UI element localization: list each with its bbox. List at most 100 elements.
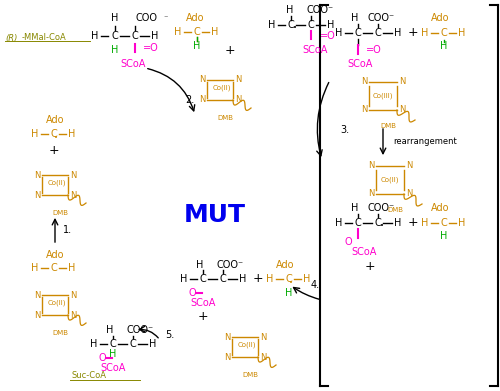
Text: •: • (289, 280, 293, 286)
Text: =O: =O (320, 31, 336, 41)
Text: N: N (34, 190, 40, 199)
Text: •: • (54, 135, 58, 141)
Text: DMB: DMB (387, 207, 403, 213)
Text: H: H (336, 218, 342, 228)
Text: COO⁻: COO⁻ (368, 13, 394, 23)
Text: N: N (399, 77, 405, 86)
Text: Co(III): Co(III) (373, 93, 393, 99)
Text: Ado: Ado (431, 13, 449, 23)
Text: H: H (194, 41, 200, 51)
Text: N: N (34, 291, 40, 300)
Text: (R): (R) (5, 34, 18, 43)
Text: H: H (286, 5, 294, 15)
Text: H: H (90, 339, 98, 349)
Text: Co(II): Co(II) (48, 180, 66, 186)
Text: Co(II): Co(II) (381, 177, 399, 183)
Text: 5.: 5. (166, 330, 174, 340)
Text: ⁻: ⁻ (164, 14, 168, 23)
Text: Co(II): Co(II) (238, 342, 256, 348)
Text: C: C (354, 218, 362, 228)
Text: H: H (32, 129, 38, 139)
Text: Ado: Ado (431, 203, 449, 213)
Text: H: H (440, 231, 448, 241)
Text: H: H (394, 28, 402, 38)
Text: COO: COO (136, 13, 158, 23)
Text: O: O (98, 353, 106, 363)
Text: N: N (70, 291, 76, 300)
Text: +: + (224, 43, 235, 57)
Text: C: C (50, 129, 58, 139)
Text: N: N (199, 75, 205, 84)
Text: H: H (180, 274, 188, 284)
Text: C: C (288, 20, 294, 30)
Text: H: H (152, 31, 158, 41)
Text: N: N (361, 77, 367, 86)
Text: H: H (266, 274, 274, 284)
Text: C: C (50, 263, 58, 273)
Text: H: H (212, 27, 218, 37)
Text: C: C (374, 28, 382, 38)
Text: 3.: 3. (340, 125, 349, 135)
Text: Co(II): Co(II) (213, 85, 231, 91)
Text: +: + (198, 310, 208, 323)
Text: DMB: DMB (242, 372, 258, 378)
Text: H: H (268, 20, 276, 30)
Text: Suc-CoA: Suc-CoA (72, 371, 107, 380)
Text: H: H (328, 20, 334, 30)
Text: H: H (394, 218, 402, 228)
Text: C: C (308, 20, 314, 30)
Text: •: • (293, 25, 297, 31)
Text: N: N (406, 190, 412, 199)
Text: H: H (174, 27, 182, 37)
Text: N: N (399, 106, 405, 115)
Text: H: H (106, 325, 114, 335)
Text: Ado: Ado (46, 115, 64, 125)
Text: H: H (422, 218, 428, 228)
Text: =O: =O (143, 43, 159, 53)
Text: +: + (408, 217, 418, 230)
Text: H: H (68, 263, 75, 273)
Text: N: N (224, 353, 230, 362)
Text: +: + (252, 273, 264, 285)
Text: SCoA: SCoA (302, 45, 328, 55)
Text: C: C (112, 31, 118, 41)
Text: H: H (458, 218, 466, 228)
Text: COO⁻: COO⁻ (216, 260, 244, 270)
Text: N: N (34, 170, 40, 179)
Text: Ado: Ado (186, 13, 204, 23)
Text: H: H (352, 203, 358, 213)
Text: +: + (48, 143, 60, 156)
Text: O: O (188, 288, 196, 298)
Text: C: C (440, 218, 448, 228)
Text: C: C (130, 339, 136, 349)
Text: N: N (361, 106, 367, 115)
Text: H: H (286, 288, 292, 298)
Text: N: N (368, 190, 374, 199)
Text: H: H (336, 28, 342, 38)
Text: SCoA: SCoA (100, 363, 126, 373)
Text: DMB: DMB (52, 330, 68, 336)
Text: C: C (374, 218, 382, 228)
Text: C: C (110, 339, 116, 349)
Text: N: N (368, 161, 374, 170)
Text: H: H (150, 339, 156, 349)
Text: Ado: Ado (276, 260, 294, 270)
Text: H: H (112, 45, 118, 55)
Text: DMB: DMB (217, 115, 233, 121)
Text: C: C (132, 31, 138, 41)
Text: N: N (235, 75, 241, 84)
Text: SCoA: SCoA (120, 59, 146, 69)
Text: SCoA: SCoA (352, 247, 376, 257)
Text: H: H (440, 41, 448, 51)
Text: Co(II): Co(II) (48, 300, 66, 306)
Text: N: N (260, 353, 266, 362)
Text: rearrangement: rearrangement (393, 138, 457, 147)
Text: C: C (194, 27, 200, 37)
Text: H: H (110, 349, 116, 359)
Text: N: N (224, 332, 230, 341)
Text: DMB: DMB (380, 123, 396, 129)
Text: H: H (112, 13, 118, 23)
Text: COO⁻: COO⁻ (306, 5, 334, 15)
Text: •: • (380, 223, 384, 229)
Text: SCoA: SCoA (190, 298, 216, 308)
